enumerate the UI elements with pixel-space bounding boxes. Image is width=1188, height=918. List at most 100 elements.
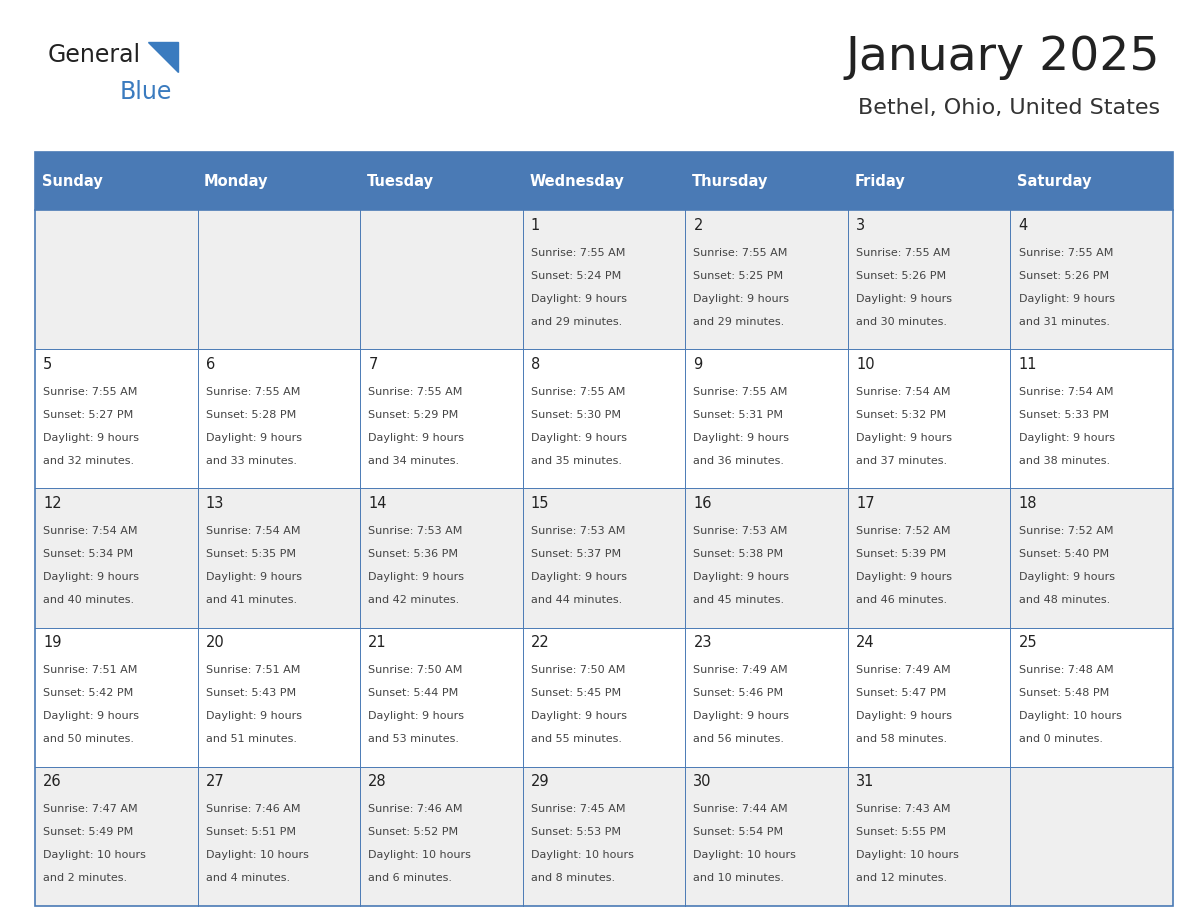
Text: Daylight: 9 hours: Daylight: 9 hours bbox=[694, 294, 789, 304]
Text: 23: 23 bbox=[694, 635, 712, 650]
Text: Sunset: 5:52 PM: Sunset: 5:52 PM bbox=[368, 827, 459, 837]
Text: and 46 minutes.: and 46 minutes. bbox=[857, 595, 947, 605]
Text: and 38 minutes.: and 38 minutes. bbox=[1018, 455, 1110, 465]
FancyBboxPatch shape bbox=[34, 628, 1173, 767]
FancyBboxPatch shape bbox=[848, 152, 1011, 210]
Text: Daylight: 9 hours: Daylight: 9 hours bbox=[857, 432, 952, 442]
Text: Sunset: 5:37 PM: Sunset: 5:37 PM bbox=[531, 549, 621, 559]
Text: Daylight: 9 hours: Daylight: 9 hours bbox=[531, 294, 627, 304]
Text: 29: 29 bbox=[531, 775, 550, 789]
Text: and 12 minutes.: and 12 minutes. bbox=[857, 873, 947, 883]
FancyBboxPatch shape bbox=[34, 349, 1173, 488]
Text: Sunrise: 7:53 AM: Sunrise: 7:53 AM bbox=[531, 526, 625, 536]
Text: Daylight: 9 hours: Daylight: 9 hours bbox=[1018, 432, 1114, 442]
Text: Daylight: 9 hours: Daylight: 9 hours bbox=[694, 432, 789, 442]
Text: Sunrise: 7:54 AM: Sunrise: 7:54 AM bbox=[857, 386, 950, 397]
Text: and 4 minutes.: and 4 minutes. bbox=[206, 873, 290, 883]
FancyBboxPatch shape bbox=[197, 152, 360, 210]
Text: Tuesday: Tuesday bbox=[367, 174, 434, 188]
Text: and 58 minutes.: and 58 minutes. bbox=[857, 734, 947, 744]
Text: and 30 minutes.: and 30 minutes. bbox=[857, 317, 947, 327]
Text: 16: 16 bbox=[694, 496, 712, 511]
Text: Sunrise: 7:54 AM: Sunrise: 7:54 AM bbox=[43, 526, 138, 536]
Text: Daylight: 9 hours: Daylight: 9 hours bbox=[857, 572, 952, 582]
Text: Sunrise: 7:55 AM: Sunrise: 7:55 AM bbox=[857, 248, 950, 258]
Text: 10: 10 bbox=[857, 357, 874, 372]
Text: 28: 28 bbox=[368, 775, 387, 789]
Text: Daylight: 9 hours: Daylight: 9 hours bbox=[368, 432, 465, 442]
Text: 1: 1 bbox=[531, 218, 541, 233]
Text: Daylight: 9 hours: Daylight: 9 hours bbox=[531, 572, 627, 582]
Text: Daylight: 9 hours: Daylight: 9 hours bbox=[531, 711, 627, 722]
Text: General: General bbox=[48, 43, 141, 67]
Text: Daylight: 10 hours: Daylight: 10 hours bbox=[368, 850, 472, 860]
Text: 19: 19 bbox=[43, 635, 62, 650]
Text: and 40 minutes.: and 40 minutes. bbox=[43, 595, 134, 605]
Text: and 55 minutes.: and 55 minutes. bbox=[531, 734, 621, 744]
Text: Sunrise: 7:51 AM: Sunrise: 7:51 AM bbox=[43, 666, 138, 676]
Text: and 42 minutes.: and 42 minutes. bbox=[368, 595, 460, 605]
Text: Daylight: 9 hours: Daylight: 9 hours bbox=[43, 572, 139, 582]
Text: Sunrise: 7:55 AM: Sunrise: 7:55 AM bbox=[368, 386, 462, 397]
Text: and 53 minutes.: and 53 minutes. bbox=[368, 734, 460, 744]
Text: Daylight: 9 hours: Daylight: 9 hours bbox=[368, 711, 465, 722]
FancyBboxPatch shape bbox=[685, 152, 848, 210]
Text: Daylight: 10 hours: Daylight: 10 hours bbox=[531, 850, 633, 860]
FancyBboxPatch shape bbox=[523, 152, 685, 210]
Text: Sunrise: 7:49 AM: Sunrise: 7:49 AM bbox=[857, 666, 950, 676]
Text: and 0 minutes.: and 0 minutes. bbox=[1018, 734, 1102, 744]
Text: Daylight: 9 hours: Daylight: 9 hours bbox=[531, 432, 627, 442]
Text: Sunrise: 7:55 AM: Sunrise: 7:55 AM bbox=[531, 248, 625, 258]
Text: 31: 31 bbox=[857, 775, 874, 789]
Text: and 29 minutes.: and 29 minutes. bbox=[694, 317, 784, 327]
Text: and 8 minutes.: and 8 minutes. bbox=[531, 873, 615, 883]
Text: Sunset: 5:36 PM: Sunset: 5:36 PM bbox=[368, 549, 459, 559]
Text: and 41 minutes.: and 41 minutes. bbox=[206, 595, 297, 605]
Text: Sunday: Sunday bbox=[42, 174, 102, 188]
FancyBboxPatch shape bbox=[34, 210, 1173, 349]
Text: and 29 minutes.: and 29 minutes. bbox=[531, 317, 623, 327]
Text: and 31 minutes.: and 31 minutes. bbox=[1018, 317, 1110, 327]
Text: Sunset: 5:35 PM: Sunset: 5:35 PM bbox=[206, 549, 296, 559]
Text: Sunset: 5:33 PM: Sunset: 5:33 PM bbox=[1018, 409, 1108, 420]
Text: and 51 minutes.: and 51 minutes. bbox=[206, 734, 297, 744]
Text: Sunset: 5:24 PM: Sunset: 5:24 PM bbox=[531, 271, 621, 281]
Text: 5: 5 bbox=[43, 357, 52, 372]
Text: Daylight: 9 hours: Daylight: 9 hours bbox=[857, 294, 952, 304]
Text: Sunset: 5:42 PM: Sunset: 5:42 PM bbox=[43, 688, 133, 699]
Text: 13: 13 bbox=[206, 496, 225, 511]
Text: January 2025: January 2025 bbox=[846, 36, 1159, 81]
Text: and 36 minutes.: and 36 minutes. bbox=[694, 455, 784, 465]
Text: Daylight: 9 hours: Daylight: 9 hours bbox=[1018, 572, 1114, 582]
Text: and 37 minutes.: and 37 minutes. bbox=[857, 455, 947, 465]
Text: Sunrise: 7:53 AM: Sunrise: 7:53 AM bbox=[694, 526, 788, 536]
Text: Daylight: 10 hours: Daylight: 10 hours bbox=[43, 850, 146, 860]
Text: Sunset: 5:31 PM: Sunset: 5:31 PM bbox=[694, 409, 783, 420]
Text: Bethel, Ohio, United States: Bethel, Ohio, United States bbox=[858, 98, 1159, 118]
Text: and 56 minutes.: and 56 minutes. bbox=[694, 734, 784, 744]
Text: Daylight: 9 hours: Daylight: 9 hours bbox=[206, 711, 302, 722]
Text: Sunrise: 7:55 AM: Sunrise: 7:55 AM bbox=[43, 386, 138, 397]
Text: Sunset: 5:34 PM: Sunset: 5:34 PM bbox=[43, 549, 133, 559]
Text: Daylight: 9 hours: Daylight: 9 hours bbox=[368, 572, 465, 582]
Text: and 33 minutes.: and 33 minutes. bbox=[206, 455, 297, 465]
Text: Sunset: 5:54 PM: Sunset: 5:54 PM bbox=[694, 827, 784, 837]
Text: Sunrise: 7:55 AM: Sunrise: 7:55 AM bbox=[694, 386, 788, 397]
Text: Daylight: 9 hours: Daylight: 9 hours bbox=[43, 432, 139, 442]
Text: Sunrise: 7:55 AM: Sunrise: 7:55 AM bbox=[1018, 248, 1113, 258]
Text: Sunrise: 7:52 AM: Sunrise: 7:52 AM bbox=[1018, 526, 1113, 536]
Text: 26: 26 bbox=[43, 775, 62, 789]
Text: Daylight: 10 hours: Daylight: 10 hours bbox=[857, 850, 959, 860]
Text: Sunset: 5:51 PM: Sunset: 5:51 PM bbox=[206, 827, 296, 837]
Text: Sunset: 5:32 PM: Sunset: 5:32 PM bbox=[857, 409, 946, 420]
Text: Sunrise: 7:52 AM: Sunrise: 7:52 AM bbox=[857, 526, 950, 536]
Text: Sunrise: 7:46 AM: Sunrise: 7:46 AM bbox=[206, 804, 301, 814]
Text: 11: 11 bbox=[1018, 357, 1037, 372]
Text: 4: 4 bbox=[1018, 218, 1028, 233]
Text: Daylight: 10 hours: Daylight: 10 hours bbox=[1018, 711, 1121, 722]
FancyBboxPatch shape bbox=[360, 152, 523, 210]
Text: and 10 minutes.: and 10 minutes. bbox=[694, 873, 784, 883]
Text: 17: 17 bbox=[857, 496, 874, 511]
Text: Sunrise: 7:50 AM: Sunrise: 7:50 AM bbox=[531, 666, 625, 676]
Text: Daylight: 9 hours: Daylight: 9 hours bbox=[206, 572, 302, 582]
